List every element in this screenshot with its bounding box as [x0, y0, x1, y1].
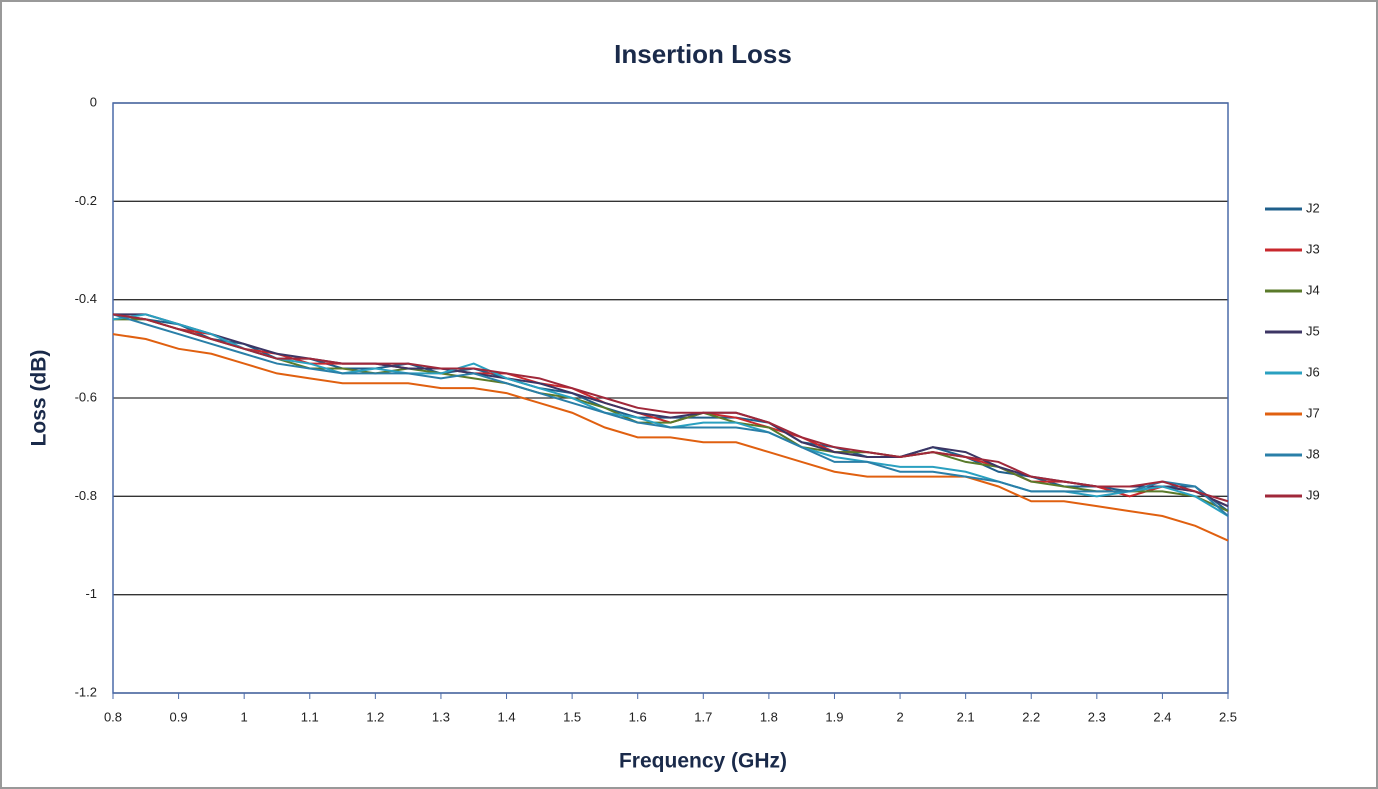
- x-tick-label: 1.7: [694, 709, 712, 724]
- legend-label: J8: [1306, 446, 1320, 461]
- x-tick-label: 2.5: [1219, 709, 1237, 724]
- legend-label: J2: [1306, 200, 1320, 215]
- x-tick-label: 2.4: [1153, 709, 1171, 724]
- legend-label: J6: [1306, 364, 1320, 379]
- x-tick-label: 1.3: [432, 709, 450, 724]
- series-line: [113, 318, 1229, 512]
- x-tick-label: 2.3: [1088, 709, 1106, 724]
- y-tick-label: 0: [90, 94, 97, 109]
- x-tick-label: 2.1: [957, 709, 975, 724]
- legend-label: J7: [1306, 405, 1320, 420]
- plot-border: [112, 102, 1229, 694]
- x-tick-label: 1.9: [825, 709, 843, 724]
- x-tick-label: 2.2: [1022, 709, 1040, 724]
- y-tick-label: -0.2: [75, 193, 97, 208]
- x-tick-label: 1.2: [366, 709, 384, 724]
- legend-label: J4: [1306, 282, 1320, 297]
- x-tick-label: 1.4: [497, 709, 515, 724]
- x-tick-label: 2: [896, 709, 903, 724]
- x-tick-label: 0.8: [104, 709, 122, 724]
- x-tick-label: 1.8: [760, 709, 778, 724]
- legend-label: J9: [1306, 487, 1320, 502]
- legend-label: J5: [1306, 323, 1320, 338]
- y-tick-label: -0.4: [75, 291, 97, 306]
- x-tick-label: 0.9: [170, 709, 188, 724]
- y-tick-label: -0.6: [75, 389, 97, 404]
- x-tick-label: 1.1: [301, 709, 319, 724]
- y-axis-label: Loss (dB): [28, 350, 51, 447]
- x-tick-label: 1.5: [563, 709, 581, 724]
- legend-label: J3: [1306, 241, 1320, 256]
- series-line: [112, 313, 1229, 517]
- series-line: [112, 333, 1229, 542]
- y-tick-label: -0.8: [75, 488, 97, 503]
- x-axis-label: Frequency (GHz): [619, 750, 787, 773]
- chart-title: Insertion Loss: [614, 39, 792, 69]
- x-tick-label: 1.6: [629, 709, 647, 724]
- series-line: [112, 313, 1229, 503]
- y-tick-label: -1.2: [75, 684, 97, 699]
- x-tick-label: 1: [241, 709, 248, 724]
- y-tick-label: -1: [85, 586, 97, 601]
